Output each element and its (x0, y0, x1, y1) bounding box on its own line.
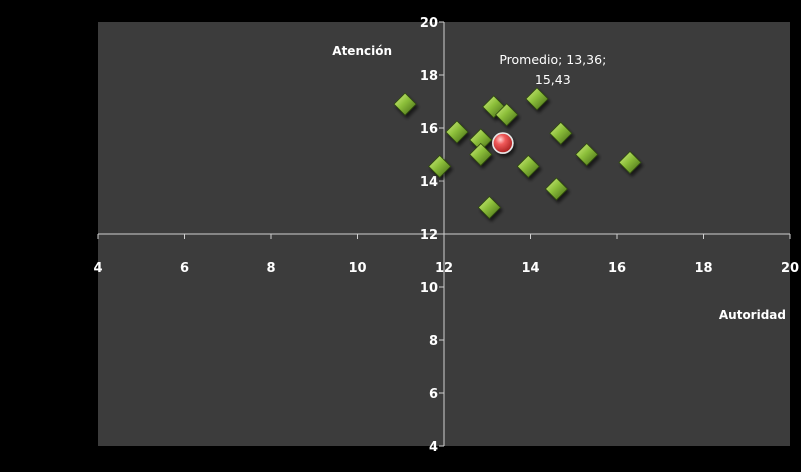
x-tick-label: 14 (521, 261, 539, 276)
scatter-point-diamond (544, 177, 569, 201)
scatter-point-diamond (525, 87, 549, 111)
y-tick-label: 6 (429, 387, 438, 402)
scatter-point-diamond (549, 121, 573, 145)
y-tick-label: 10 (420, 281, 438, 296)
y-axis-ticks: 4 6 8 10 12 14 16 18 20 (420, 16, 444, 455)
scatter-point-diamond (393, 92, 417, 116)
x-tick-label: 12 (435, 261, 453, 276)
y-tick-label: 4 (429, 440, 438, 455)
average-label-line2: 15,43 (535, 72, 571, 87)
x-tick-label: 20 (781, 261, 799, 276)
y-axis-title: Atención (332, 44, 392, 58)
x-axis-title: Autoridad (719, 308, 786, 322)
y-tick-label: 14 (420, 175, 438, 190)
scatter-point-diamond (516, 154, 540, 178)
x-tick-label: 8 (266, 261, 275, 276)
data-points (393, 87, 642, 220)
x-tick-label: 16 (608, 261, 626, 276)
scatter-point-diamond (618, 150, 642, 175)
y-tick-label: 20 (420, 16, 438, 31)
y-tick-label: 8 (429, 334, 438, 349)
x-tick-label: 6 (180, 261, 189, 276)
scatter-point-diamond (495, 103, 519, 127)
average-point (492, 132, 514, 154)
scatter-point-diamond (445, 120, 469, 144)
y-tick-label: 16 (420, 122, 438, 137)
scatter-point-diamond (428, 154, 452, 178)
scatter-point-diamond (575, 142, 599, 167)
y-tick-label: 18 (420, 69, 438, 84)
scatter-point-diamond (477, 195, 501, 220)
x-tick-label: 18 (694, 261, 712, 276)
x-axis-ticks: 4 6 8 10 12 14 16 18 20 (93, 234, 799, 276)
average-label-line1: Promedio; 13,36; (499, 52, 606, 67)
scatter-point-diamond (469, 142, 493, 167)
x-tick-label: 4 (93, 261, 102, 276)
y-tick-label: 12 (420, 228, 438, 243)
x-tick-label: 10 (348, 261, 366, 276)
